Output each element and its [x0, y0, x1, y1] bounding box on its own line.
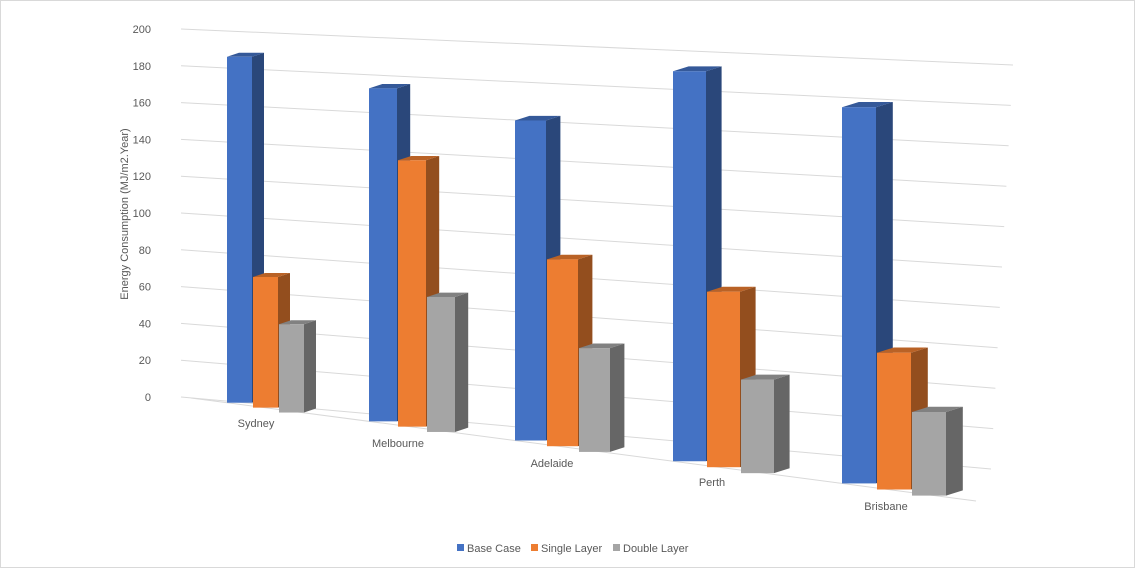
legend: Base Case Single Layer Double Layer	[457, 543, 689, 555]
bar-single-layer-melbourne	[398, 155, 440, 427]
legend-swatch	[531, 544, 538, 551]
bar-base-case-brisbane	[842, 102, 893, 484]
x-axis-categories: Sydney Melbourne Adelaide Perth Brisbane	[238, 418, 908, 513]
gridline	[180, 28, 1014, 66]
y-tick-label: 140	[133, 134, 151, 146]
bar-double-layer-perth	[741, 374, 790, 474]
y-tick-label: 40	[139, 318, 151, 330]
y-tick-label: 60	[139, 282, 151, 294]
x-category-label: Perth	[699, 477, 725, 489]
legend-swatch	[613, 544, 620, 551]
legend-item: Base Case	[457, 543, 521, 555]
bars	[227, 52, 963, 496]
x-category-label: Brisbane	[864, 501, 907, 513]
y-axis-ticks: 0 20 40 60 80 100 120 140 160 180 200	[133, 24, 151, 404]
x-category-label: Adelaide	[531, 458, 574, 470]
bar-double-layer-melbourne	[427, 292, 469, 432]
y-tick-label: 0	[145, 392, 151, 404]
legend-item: Double Layer	[613, 543, 689, 555]
y-tick-label: 120	[133, 171, 151, 183]
y-tick-label: 80	[139, 245, 151, 257]
bar-double-layer-brisbane	[912, 406, 963, 496]
y-tick-label: 180	[133, 61, 151, 73]
y-tick-label: 160	[133, 98, 151, 110]
y-axis-title: Energy Consumption (MJ/m2.Year)	[119, 128, 131, 299]
y-tick-label: 100	[133, 208, 151, 220]
legend-item: Single Layer	[531, 543, 602, 555]
y-tick-label: 20	[139, 355, 151, 367]
y-tick-label: 200	[133, 24, 151, 36]
gridline	[180, 65, 1011, 106]
legend-label: Double Layer	[623, 543, 689, 555]
legend-swatch	[457, 544, 464, 551]
bar-double-layer-sydney	[279, 320, 316, 413]
bar-double-layer-adelaide	[579, 343, 625, 452]
legend-label: Single Layer	[541, 543, 602, 555]
x-category-label: Sydney	[238, 418, 275, 430]
x-category-label: Melbourne	[372, 438, 424, 450]
legend-label: Base Case	[467, 543, 521, 555]
